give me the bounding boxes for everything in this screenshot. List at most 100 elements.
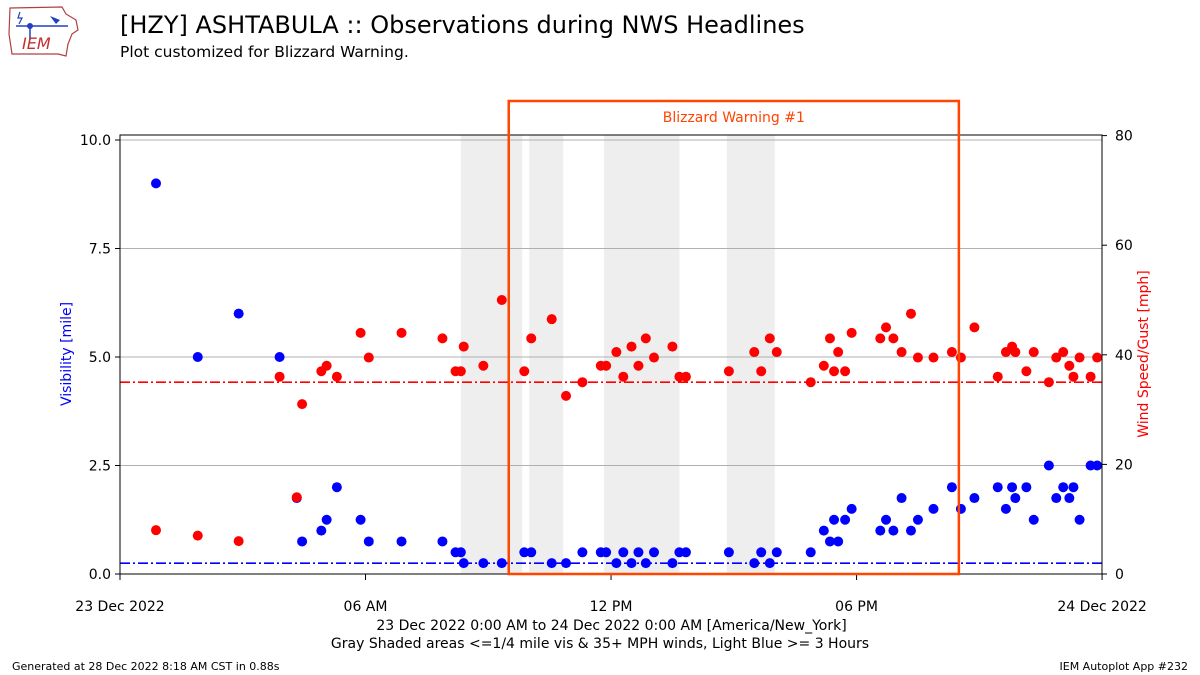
wind-point: [321, 360, 332, 371]
visibility-point: [437, 536, 448, 547]
visibility-point: [818, 525, 829, 536]
x-tick-label: 06 AM: [344, 599, 388, 615]
wind-point: [680, 371, 691, 382]
wind-point: [749, 347, 760, 358]
visibility-point: [756, 547, 767, 558]
visibility-point: [1068, 482, 1079, 493]
threshold-lines: [120, 381, 1102, 564]
wind-point: [363, 352, 374, 363]
x-tick-label: 23 Dec 2022: [75, 599, 164, 615]
visibility-point: [458, 558, 469, 569]
visibility-point: [1043, 460, 1054, 471]
visibility-point: [478, 558, 489, 569]
y-axis-label-left: Visibility [mile]: [59, 302, 75, 406]
wind-point: [955, 352, 966, 363]
wind-point: [331, 371, 342, 382]
visibility-point: [992, 482, 1003, 493]
visibility-point: [667, 558, 678, 569]
visibility-point: [561, 558, 572, 569]
wind-point: [546, 314, 557, 325]
wind-point: [771, 347, 782, 358]
visibility-point: [771, 547, 782, 558]
visibility-point: [626, 558, 637, 569]
visibility-point: [1058, 482, 1069, 493]
visibility-point: [1000, 503, 1011, 514]
visibility-point: [1010, 493, 1021, 504]
wind-point: [824, 333, 835, 344]
wind-point: [912, 352, 923, 363]
y-tick-label-left: 10.0: [80, 133, 111, 149]
wind-point: [577, 377, 588, 388]
wind-point: [355, 327, 366, 338]
visibility-point: [526, 547, 537, 558]
visibility-point: [611, 558, 622, 569]
wind-point: [437, 333, 448, 344]
shaded-period: [460, 135, 523, 574]
wind-point: [1021, 366, 1032, 377]
wind-point: [1051, 352, 1062, 363]
wind-point: [626, 341, 637, 352]
wind-point: [928, 352, 939, 363]
visibility-point: [363, 536, 374, 547]
visibility-point: [905, 525, 916, 536]
visibility-point: [274, 352, 285, 362]
visibility-point: [896, 493, 907, 504]
wind-point: [274, 371, 285, 382]
visibility-point: [297, 536, 308, 547]
x-tick-label: 24 Dec 2022: [1057, 599, 1146, 615]
y-tick-label-right: 80: [1115, 129, 1133, 145]
visibility-point: [1092, 460, 1103, 471]
wind-point: [756, 366, 767, 377]
visibility-point: [496, 558, 507, 569]
y-tick-label-right: 40: [1115, 348, 1133, 364]
y-tick-label-left: 7.5: [89, 242, 111, 258]
visibility-point: [840, 514, 851, 525]
visibility-point: [829, 514, 840, 525]
wind-point: [618, 371, 629, 382]
visibility-point: [331, 482, 342, 493]
wind-point: [526, 333, 537, 344]
visibility-point: [151, 178, 162, 189]
wind-point: [192, 530, 203, 541]
visibility-point: [1007, 482, 1018, 493]
wind-point: [1043, 377, 1054, 388]
wind-point: [640, 333, 651, 344]
visibility-point: [928, 503, 939, 514]
visibility-point: [680, 547, 691, 558]
y-tick-label-left: 2.5: [89, 459, 111, 475]
warning-label: Blizzard Warning #1: [663, 110, 805, 126]
x-tick-label: 12 PM: [590, 599, 633, 615]
page-title: [HZY] ASHTABULA :: Observations during N…: [120, 11, 805, 39]
data-points: [151, 178, 1103, 569]
visibility-point: [1074, 514, 1085, 525]
iem-logo: IEM: [8, 6, 79, 57]
visibility-point: [316, 525, 327, 536]
visibility-point: [723, 547, 734, 558]
visibility-point: [618, 547, 629, 558]
visibility-point: [833, 536, 844, 547]
visibility-point: [969, 493, 980, 504]
visibility-point: [192, 352, 203, 362]
y-tick-label-left: 0.0: [89, 567, 111, 583]
warning-period: [507, 99, 961, 576]
y-axis-label-right: Wind Speed/Gust [mph]: [1136, 270, 1152, 438]
wind-point: [233, 536, 244, 547]
wind-point: [458, 341, 469, 352]
visibility-point: [946, 482, 957, 493]
wind-point: [833, 347, 844, 358]
wind-point: [946, 347, 957, 358]
axis-ticks: 0.0 2.5 5.0 7.5 10.0 0 20 40 60 80 23 Dec 2022 06 A…: [75, 129, 1147, 615]
visibility-point: [233, 308, 244, 319]
wind-point: [561, 390, 572, 401]
wind-point: [992, 371, 1003, 382]
wind-point: [291, 492, 302, 503]
wind-point: [649, 352, 660, 363]
visibility-point: [577, 547, 588, 558]
wind-point: [881, 322, 892, 333]
visibility-point: [805, 547, 816, 558]
wind-point: [846, 327, 857, 338]
wind-point: [888, 333, 899, 344]
wind-point: [1064, 360, 1075, 371]
visibility-point: [649, 547, 660, 558]
